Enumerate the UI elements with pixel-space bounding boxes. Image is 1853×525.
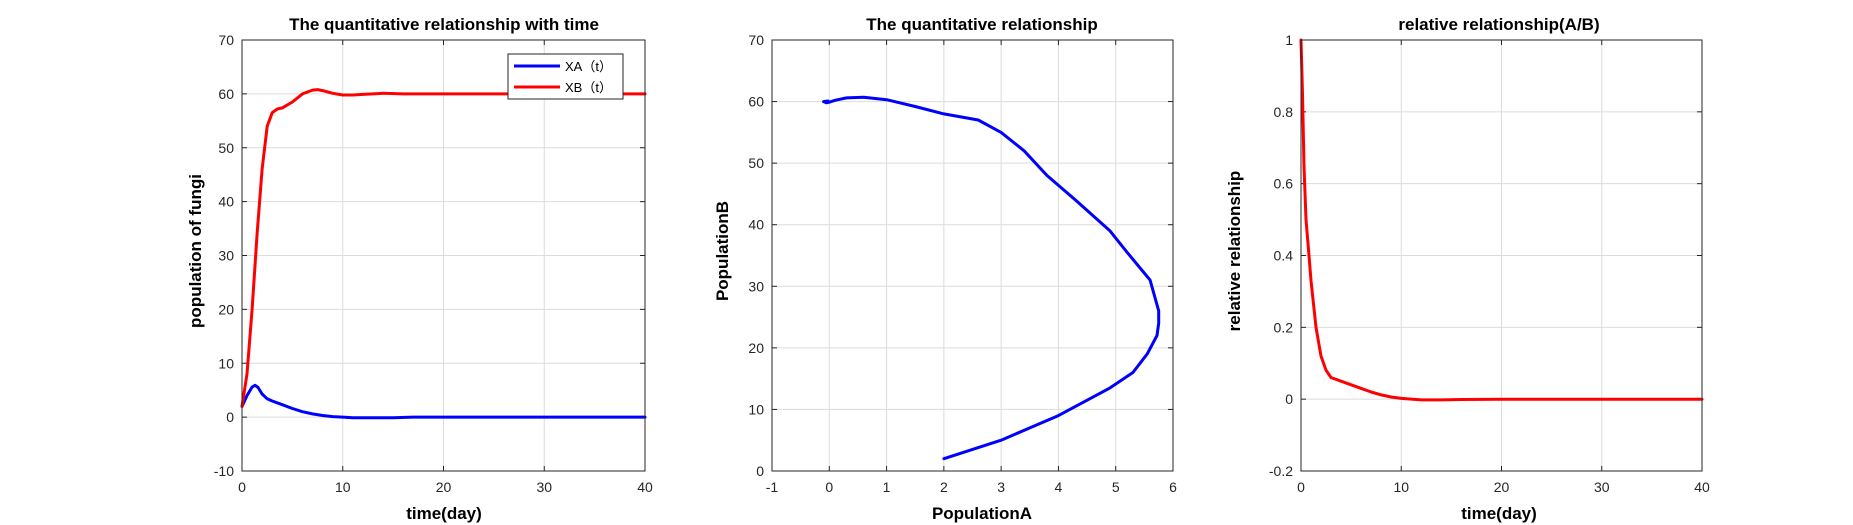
chart-title: The quantitative relationship (866, 15, 1097, 34)
series-line-1 (240, 383, 647, 420)
legend-box (507, 53, 624, 100)
series-line-1 (1299, 38, 1704, 402)
y-tick-label: 0.8 (1274, 104, 1294, 120)
y-tick-label: 40 (218, 194, 234, 210)
x-tick-label: 40 (637, 479, 653, 495)
y-tick-label: 70 (218, 32, 234, 48)
x-tick-label: 10 (1393, 479, 1409, 495)
y-tick-label: 30 (748, 278, 764, 294)
axes-box (1300, 39, 1703, 472)
y-tick-label: 0.4 (1274, 248, 1294, 264)
x-tick-label: 5 (1112, 479, 1120, 495)
x-tick-label: 4 (1055, 479, 1063, 495)
x-tick-label: -1 (766, 479, 779, 495)
x-tick-label: 3 (997, 479, 1005, 495)
y-tick-label: 60 (218, 86, 234, 102)
y-tick-label: 1 (1285, 32, 1293, 48)
y-tick-label: 0.2 (1274, 319, 1294, 335)
tick-labels: 0 10 20 30 40-0.200.20.40.60.81 (1269, 32, 1710, 495)
series-line-1 (822, 95, 1161, 461)
x-tick-label: 2 (940, 479, 948, 495)
x-tick-label: 20 (436, 479, 452, 495)
x-tick-label: 20 (1494, 479, 1510, 495)
x-tick-label: 30 (536, 479, 552, 495)
axes-box (771, 39, 1174, 472)
chart-title: The quantitative relationship with time (289, 15, 599, 34)
y-axis-label: population of fungi (186, 174, 205, 328)
x-axis-label: time(day) (406, 504, 482, 523)
chart-panel-relative-relationship: relative relationship(A/B) time(day) rel… (1225, 15, 1710, 523)
x-tick-label: 6 (1169, 479, 1177, 495)
x-tick-label: 10 (335, 479, 351, 495)
chart-title: relative relationship(A/B) (1398, 15, 1599, 34)
axes-box (241, 39, 646, 472)
y-tick-label: 20 (748, 340, 764, 356)
y-tick-label: 30 (218, 248, 234, 264)
y-tick-label: 0 (1285, 391, 1293, 407)
y-tick-label: 50 (218, 140, 234, 156)
series-lines (1299, 38, 1704, 402)
x-tick-label: 0 (1297, 479, 1305, 495)
y-tick-label: -0.2 (1269, 463, 1293, 479)
y-axis-label: relative relationship (1225, 171, 1244, 332)
legend-label-xa: XA（t） (565, 59, 612, 74)
y-axis-label: PopulationB (713, 201, 732, 301)
y-tick-label: 50 (748, 155, 764, 171)
y-tick-label: 0 (756, 463, 764, 479)
y-tick-label: 0.6 (1274, 176, 1294, 192)
x-tick-label: 0 (238, 479, 246, 495)
legend: XA（t） XB（t） (507, 53, 624, 100)
y-tick-label: -10 (214, 463, 234, 479)
legend-label-xb: XB（t） (565, 80, 612, 95)
series-line-2 (240, 88, 647, 408)
y-tick-label: 70 (748, 32, 764, 48)
x-axis-label: PopulationA (932, 504, 1032, 523)
y-tick-label: 20 (218, 301, 234, 317)
x-axis-label: time(day) (1461, 504, 1537, 523)
y-tick-label: 40 (748, 217, 764, 233)
chart-panel-phase-plot: The quantitative relationship Population… (713, 15, 1177, 523)
x-tick-label: 40 (1694, 479, 1710, 495)
y-tick-label: 0 (226, 409, 234, 425)
y-tick-label: 60 (748, 94, 764, 110)
x-tick-label: 0 (825, 479, 833, 495)
series-lines (822, 95, 1161, 461)
y-tick-label: 10 (218, 355, 234, 371)
chart-panel-population-time: The quantitative relationship with time … (186, 15, 653, 523)
x-tick-label: 30 (1594, 479, 1610, 495)
y-tick-label: 10 (748, 401, 764, 417)
x-tick-label: 1 (883, 479, 891, 495)
series-lines (240, 88, 647, 420)
